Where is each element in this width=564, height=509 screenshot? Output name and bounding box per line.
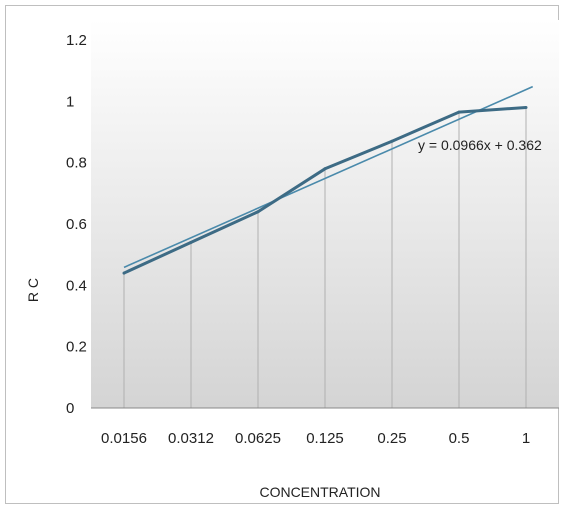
- data-point-6: [524, 105, 528, 109]
- y-tick-label-1: 0.2: [66, 339, 87, 356]
- data-point-4: [390, 139, 394, 143]
- y-tick-label-0: 0: [66, 400, 74, 417]
- gridlines: [123, 107, 527, 408]
- y-tick-label-4: 0.8: [66, 155, 87, 172]
- y-axis-title: R C: [25, 278, 41, 302]
- x-tick-label-4: 0.25: [377, 430, 406, 447]
- data-point-3: [323, 167, 327, 171]
- x-tick-label-0: 0.0156: [101, 430, 147, 447]
- data-points: [122, 105, 528, 275]
- x-tick-label-1: 0.0312: [168, 430, 214, 447]
- x-axis-title: CONCENTRATION: [259, 484, 380, 500]
- data-point-2: [256, 210, 260, 214]
- x-tick-label-5: 0.5: [449, 430, 470, 447]
- y-tick-label-5: 1: [66, 93, 74, 110]
- x-tick-label-6: 1: [522, 430, 530, 447]
- trendline: [123, 85, 534, 269]
- x-tick-labels: 0.0156 0.0312 0.0625 0.125 0.25 0.5 1: [101, 430, 530, 447]
- y-tick-labels: 0 0.2 0.4 0.6 0.8 1 1.2: [66, 32, 87, 417]
- y-tick-label-3: 0.6: [66, 216, 87, 233]
- y-tick-label-2: 0.4: [66, 277, 87, 294]
- trendline-equation: y = 0.0966x + 0.362: [418, 137, 542, 153]
- data-point-5: [457, 110, 461, 114]
- data-point-0: [122, 271, 126, 275]
- y-tick-label-6: 1.2: [66, 32, 87, 49]
- x-tick-label-3: 0.125: [306, 430, 344, 447]
- data-point-1: [189, 240, 193, 244]
- x-tick-label-2: 0.0625: [235, 430, 281, 447]
